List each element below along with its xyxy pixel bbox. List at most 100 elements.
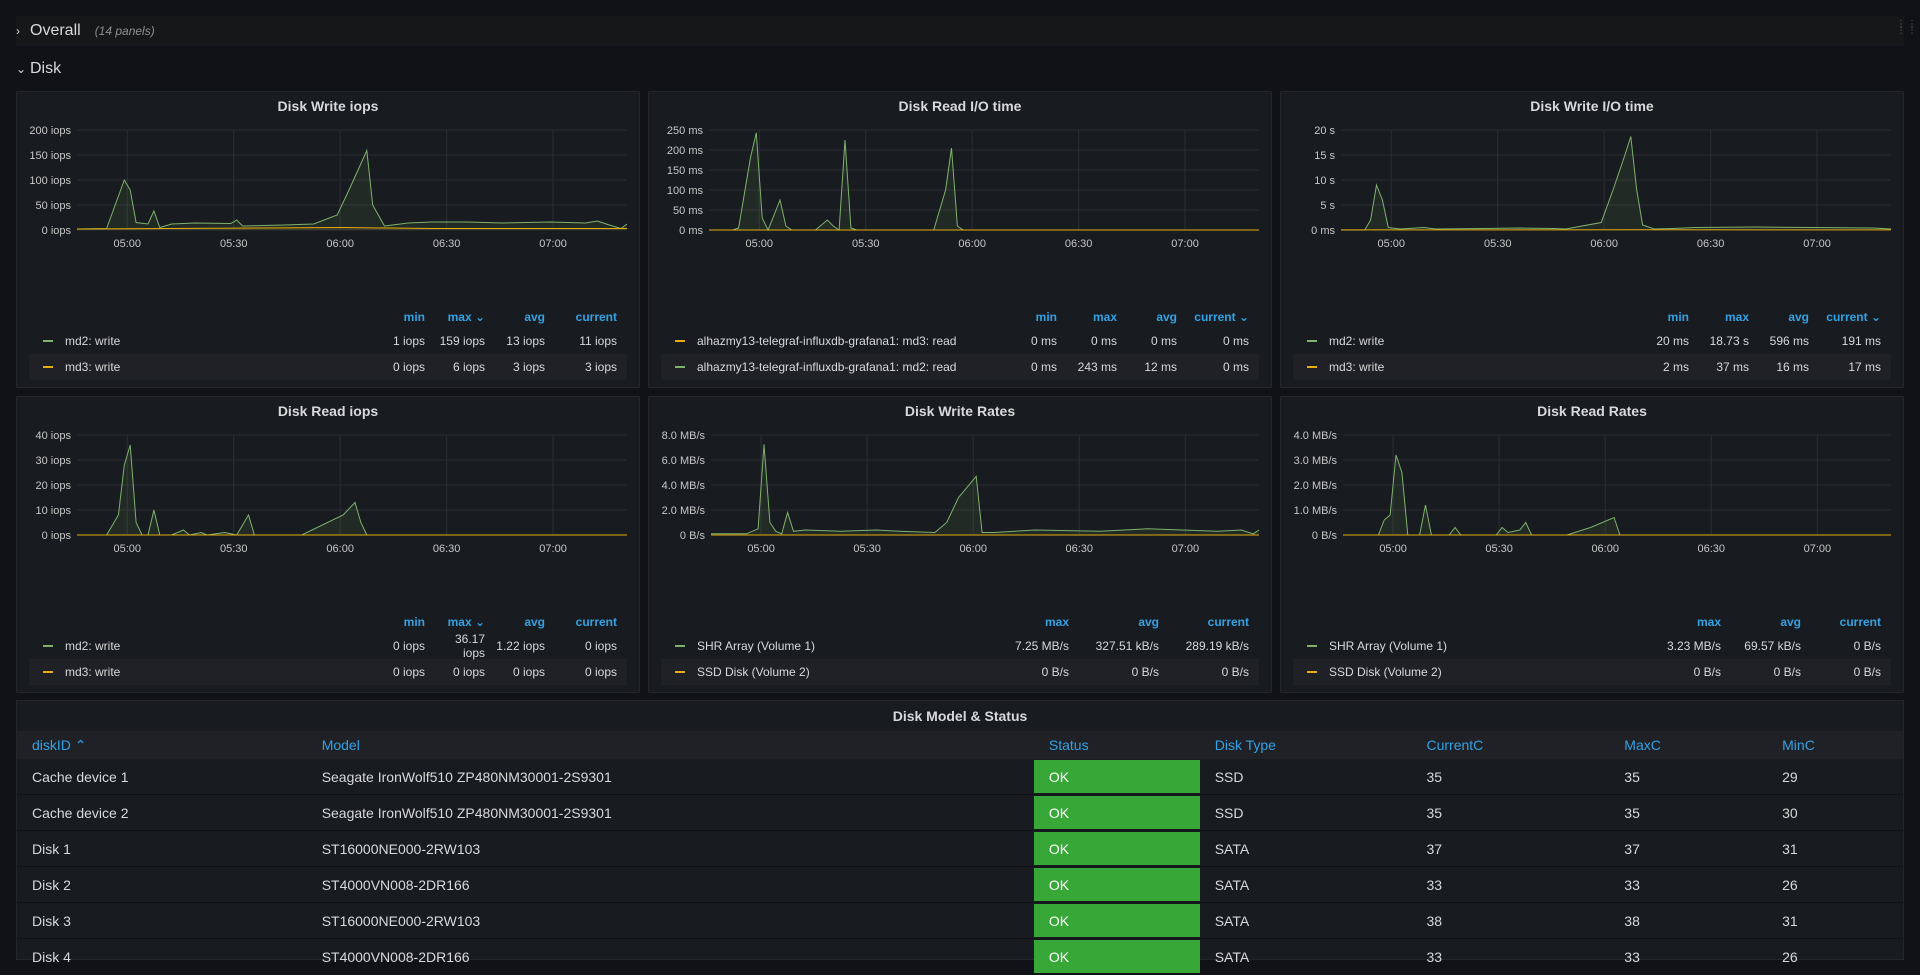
legend-series[interactable]: SHR Array (Volume 1) bbox=[1307, 639, 1651, 653]
chart[interactable]: 4.0 MB/s3.0 MB/s2.0 MB/s1.0 MB/s0 B/s05:… bbox=[1281, 427, 1905, 567]
legend-sort-0[interactable]: min bbox=[375, 310, 435, 324]
legend-series-name[interactable]: md2: write bbox=[1329, 334, 1384, 348]
legend-sort-1[interactable]: max ⌄ bbox=[435, 310, 495, 324]
row-title[interactable]: Disk bbox=[30, 60, 61, 78]
legend-sort-0[interactable]: max bbox=[989, 615, 1079, 629]
series-color-swatch[interactable] bbox=[43, 671, 53, 673]
legend-series[interactable]: md2: write bbox=[43, 334, 375, 348]
row-title[interactable]: Overall bbox=[30, 22, 81, 40]
series-color-swatch[interactable] bbox=[675, 366, 685, 368]
chevron-right-icon[interactable]: › bbox=[16, 24, 26, 38]
legend-series[interactable]: SHR Array (Volume 1) bbox=[675, 639, 989, 653]
legend-series-name[interactable]: md3: write bbox=[1329, 360, 1384, 374]
legend-series-name[interactable]: SSD Disk (Volume 2) bbox=[1329, 665, 1442, 679]
series-color-swatch[interactable] bbox=[1307, 340, 1317, 342]
cell-currentc: 33 bbox=[1411, 877, 1609, 893]
legend-series-name[interactable]: md3: write bbox=[65, 360, 120, 374]
legend-sort-2[interactable]: avg bbox=[1759, 310, 1819, 324]
legend-series[interactable]: md2: write bbox=[1307, 334, 1639, 348]
legend-sort-2[interactable]: avg bbox=[495, 615, 555, 629]
chevron-down-icon[interactable]: ⌄ bbox=[16, 62, 26, 76]
legend-sort-2[interactable]: avg bbox=[1127, 310, 1187, 324]
col-header-maxc[interactable]: MaxC bbox=[1609, 737, 1767, 753]
legend-sort-0[interactable]: min bbox=[375, 615, 435, 629]
legend-sort-1[interactable]: max bbox=[1699, 310, 1759, 324]
series-color-swatch[interactable] bbox=[43, 340, 53, 342]
series-color-swatch[interactable] bbox=[675, 671, 685, 673]
legend-sort-0[interactable]: max bbox=[1651, 615, 1731, 629]
series-color-swatch[interactable] bbox=[1307, 645, 1317, 647]
legend-series[interactable]: md2: write bbox=[43, 639, 375, 653]
legend-series-name[interactable]: md2: write bbox=[65, 334, 120, 348]
legend-value: 20 ms bbox=[1639, 334, 1699, 348]
legend-sort-3[interactable]: current bbox=[555, 615, 627, 629]
cell-status: OK bbox=[1034, 868, 1200, 901]
legend-sort-0[interactable]: min bbox=[1639, 310, 1699, 324]
row-overall[interactable]: › Overall (14 panels) ⋮⋮⋮⋮ bbox=[16, 16, 1904, 46]
legend-sort-2[interactable]: current bbox=[1169, 615, 1259, 629]
table-title[interactable]: Disk Model & Status bbox=[17, 701, 1903, 731]
legend-series[interactable]: md3: write bbox=[43, 360, 375, 374]
series-color-swatch[interactable] bbox=[43, 366, 53, 368]
legend-series-name[interactable]: md3: write bbox=[65, 665, 120, 679]
panel-title[interactable]: Disk Write iops bbox=[17, 98, 639, 114]
legend-series[interactable]: SSD Disk (Volume 2) bbox=[1307, 665, 1651, 679]
legend-sort-0[interactable]: min bbox=[1007, 310, 1067, 324]
series-color-swatch[interactable] bbox=[1307, 671, 1317, 673]
legend-series[interactable]: SSD Disk (Volume 2) bbox=[675, 665, 989, 679]
panel-title[interactable]: Disk Write Rates bbox=[649, 403, 1271, 419]
col-header-currentc[interactable]: CurrentC bbox=[1412, 737, 1610, 753]
legend-series[interactable]: alhazmy13-telegraf-influxdb-grafana1: md… bbox=[675, 334, 1007, 348]
col-header-disk-type[interactable]: Disk Type bbox=[1200, 737, 1412, 753]
panel-title[interactable]: Disk Read Rates bbox=[1281, 403, 1903, 419]
legend-series-name[interactable]: alhazmy13-telegraf-influxdb-grafana1: md… bbox=[697, 360, 956, 374]
series-color-swatch[interactable] bbox=[1307, 366, 1317, 368]
legend-sort-1[interactable]: max bbox=[1067, 310, 1127, 324]
series-color-swatch[interactable] bbox=[675, 340, 685, 342]
chart[interactable]: 8.0 MB/s6.0 MB/s4.0 MB/s2.0 MB/s0 B/s05:… bbox=[649, 427, 1273, 567]
legend-series-name[interactable]: SSD Disk (Volume 2) bbox=[697, 665, 810, 679]
legend-sort-2[interactable]: avg bbox=[495, 310, 555, 324]
legend-sort-1[interactable]: max ⌄ bbox=[435, 615, 495, 629]
legend-sort-1[interactable]: avg bbox=[1079, 615, 1169, 629]
legend-series[interactable]: md3: write bbox=[43, 665, 375, 679]
panel-title[interactable]: Disk Read iops bbox=[17, 403, 639, 419]
row-disk[interactable]: ⌄ Disk bbox=[16, 54, 1904, 84]
legend-series-name[interactable]: alhazmy13-telegraf-influxdb-grafana1: md… bbox=[697, 334, 956, 348]
legend-sort-3[interactable]: current ⌄ bbox=[1187, 310, 1259, 324]
series-color-swatch[interactable] bbox=[43, 645, 53, 647]
col-header-status[interactable]: Status bbox=[1034, 737, 1200, 753]
legend-item[interactable]: alhazmy13-telegraf-influxdb-grafana1: md… bbox=[661, 328, 1259, 354]
panel-title[interactable]: Disk Write I/O time bbox=[1281, 98, 1903, 114]
legend-series[interactable]: alhazmy13-telegraf-influxdb-grafana1: md… bbox=[675, 360, 1007, 374]
col-header-model[interactable]: Model bbox=[307, 737, 1034, 753]
drag-handle-icon[interactable]: ⋮⋮⋮⋮ bbox=[1896, 22, 1904, 40]
legend-series-name[interactable]: SHR Array (Volume 1) bbox=[697, 639, 815, 653]
legend-series-name[interactable]: SHR Array (Volume 1) bbox=[1329, 639, 1447, 653]
panel-title[interactable]: Disk Read I/O time bbox=[649, 98, 1271, 114]
legend-sort-3[interactable]: current bbox=[555, 310, 627, 324]
legend-item[interactable]: alhazmy13-telegraf-influxdb-grafana1: md… bbox=[661, 354, 1259, 380]
legend-series[interactable]: md3: write bbox=[1307, 360, 1639, 374]
legend-sort-3[interactable]: current ⌄ bbox=[1819, 310, 1891, 324]
legend-sort-1[interactable]: avg bbox=[1731, 615, 1811, 629]
legend-sort-2[interactable]: current bbox=[1811, 615, 1891, 629]
series-color-swatch[interactable] bbox=[675, 645, 685, 647]
legend-series-name[interactable]: md2: write bbox=[65, 639, 120, 653]
col-header-minc[interactable]: MinC bbox=[1767, 737, 1903, 753]
col-header-diskid[interactable]: diskID ⌃ bbox=[17, 737, 307, 754]
